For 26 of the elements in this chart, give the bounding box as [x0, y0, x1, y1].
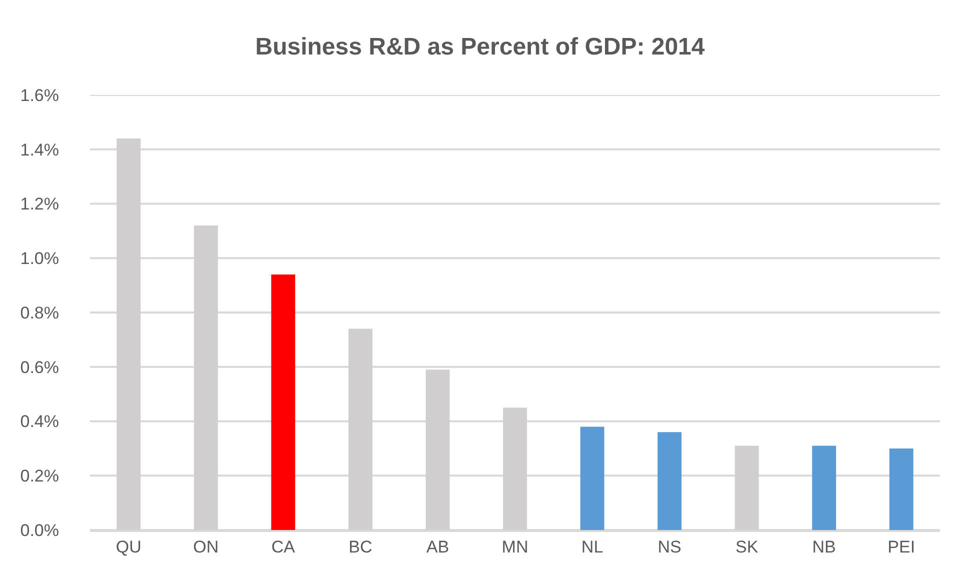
- chart-title: Business R&D as Percent of GDP: 2014: [255, 34, 706, 60]
- x-tick-label: CA: [271, 537, 296, 556]
- x-tick-label: BC: [348, 537, 372, 556]
- x-tick-label: NS: [658, 537, 682, 556]
- bar: [889, 448, 914, 530]
- y-tick-label: 1.0%: [20, 249, 59, 268]
- x-tick-label: PEI: [888, 537, 916, 556]
- x-tick-label: QU: [116, 537, 142, 556]
- y-tick-label: 1.4%: [20, 140, 59, 160]
- bar: [580, 426, 604, 530]
- x-tick-label: MN: [502, 537, 528, 556]
- y-tick-label: 1.6%: [20, 86, 59, 105]
- x-tick-label: SK: [735, 537, 759, 556]
- bar: [812, 446, 836, 530]
- y-tick-label: 0.6%: [20, 358, 59, 377]
- bar: [271, 274, 296, 530]
- bar: [658, 432, 682, 530]
- x-tick-label: ON: [193, 537, 219, 556]
- y-tick-label: 0.4%: [20, 412, 59, 432]
- x-tick-label: NL: [581, 537, 604, 556]
- x-tick-label: AB: [426, 537, 450, 556]
- y-tick-label: 0.8%: [20, 303, 59, 322]
- x-tick-label: NB: [812, 537, 836, 556]
- y-tick-label: 1.2%: [20, 194, 59, 214]
- y-tick-label: 0.2%: [20, 466, 59, 486]
- y-tick-label: 0.0%: [20, 520, 59, 540]
